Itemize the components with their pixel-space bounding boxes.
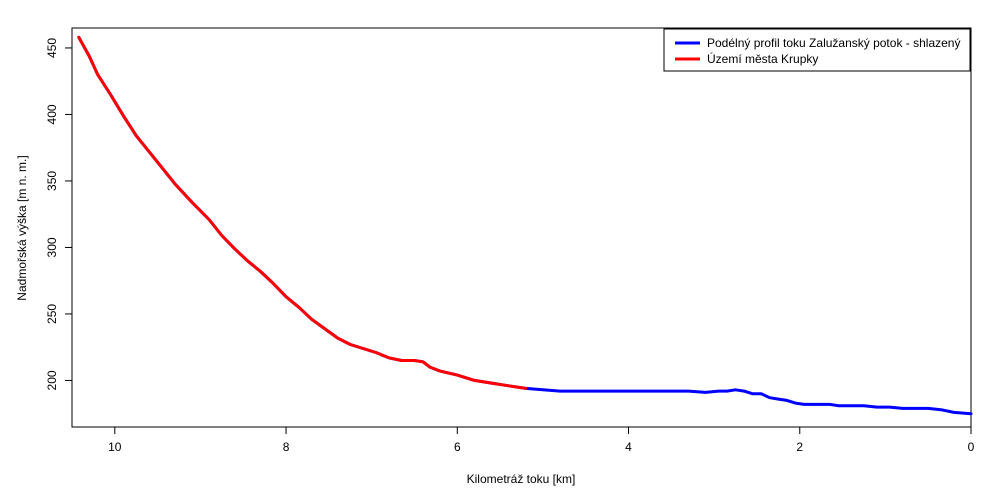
x-tick-label-4: 2 — [796, 440, 803, 454]
series-layer — [77, 35, 973, 416]
y-tick-label-4: 400 — [45, 104, 59, 124]
x-tick-label-2: 6 — [454, 440, 461, 454]
legend-label-1: Území města Krupky — [707, 51, 818, 66]
y-tick-label-1: 250 — [45, 304, 59, 324]
y-tick-label-2: 300 — [45, 237, 59, 257]
legend: Podélný profil toku Zalužanský potok - s… — [663, 28, 971, 72]
y-axis: 200 250 300 350 400 450 — [45, 38, 72, 390]
y-tick-label-0: 200 — [45, 370, 59, 390]
legend-box — [663, 28, 971, 72]
x-axis-label: Kilometráž toku [km] — [467, 472, 576, 486]
legend-label-0: Podélný profil toku Zalužanský potok - s… — [707, 36, 960, 50]
y-tick-label-5: 450 — [45, 38, 59, 58]
x-tick-label-0: 10 — [108, 440, 122, 454]
x-tick-label-1: 8 — [283, 440, 290, 454]
y-axis-label: Nadmořská výška [m n. m.] — [15, 155, 29, 300]
x-tick-label-3: 4 — [625, 440, 632, 454]
y-tick-label-3: 350 — [45, 171, 59, 191]
series-line-1 — [77, 35, 528, 390]
x-tick-label-5: 0 — [968, 440, 975, 454]
plot-box — [71, 27, 972, 428]
x-axis: 10 8 6 4 2 0 — [108, 427, 975, 454]
